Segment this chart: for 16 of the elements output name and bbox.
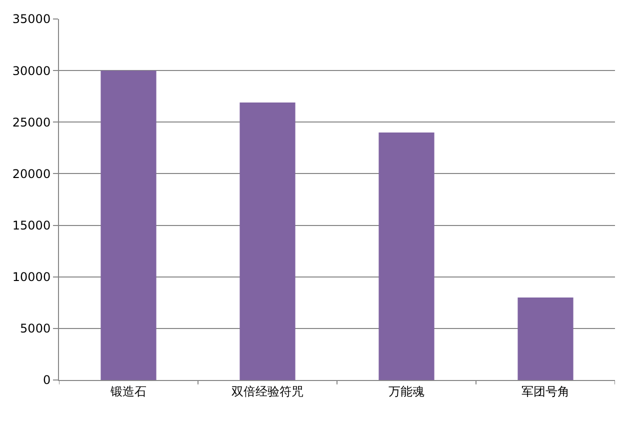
bar [518, 297, 574, 380]
bar [100, 70, 156, 380]
x-tick-label: 双倍经验符咒 [232, 384, 304, 398]
bar [378, 132, 434, 380]
y-tick-label: 35000 [12, 12, 51, 26]
y-tick-label: 25000 [12, 115, 51, 130]
y-tick-label: 15000 [12, 218, 51, 232]
y-tick-label: 30000 [12, 64, 51, 78]
y-tick-label: 5000 [20, 322, 51, 336]
x-tick-label: 锻造石 [110, 384, 146, 398]
y-tick-label: 10000 [12, 270, 51, 284]
y-tick-label: 20000 [12, 166, 51, 181]
y-tick-label: 0 [42, 373, 51, 388]
x-tick-label: 军团号角 [522, 384, 570, 398]
x-tick-label: 万能魂 [388, 384, 424, 398]
bar [240, 102, 296, 380]
